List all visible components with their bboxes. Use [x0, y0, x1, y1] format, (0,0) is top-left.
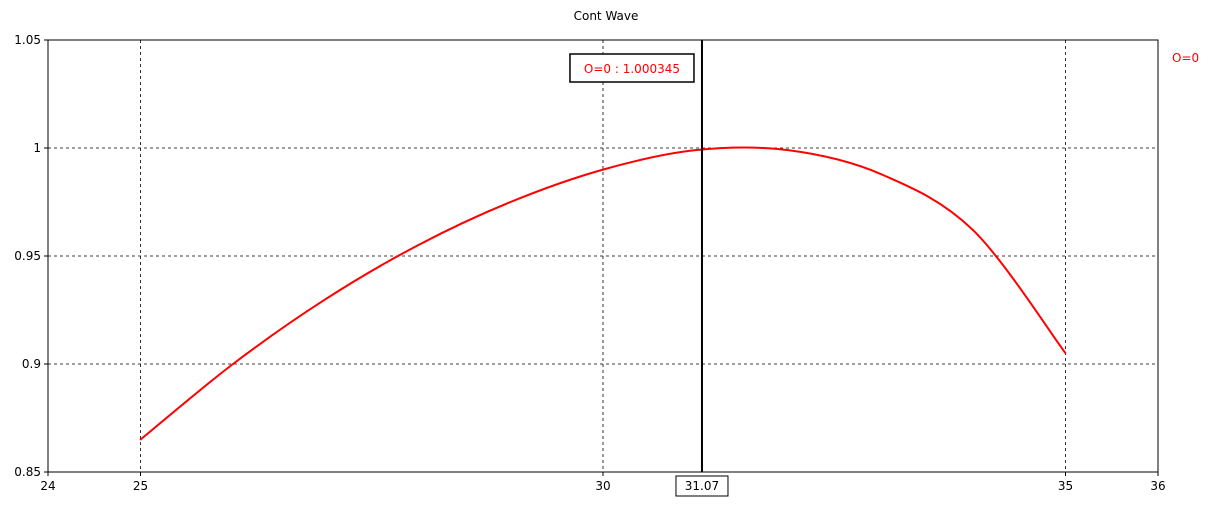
cursor-readout-box	[569, 53, 695, 83]
legend: O=0	[1172, 51, 1199, 65]
y-tick-label: 0.9	[22, 357, 41, 371]
data-point	[972, 229, 974, 231]
data-point	[879, 173, 882, 175]
y-tick-label: 0.85	[14, 465, 41, 479]
grid	[48, 40, 1158, 472]
series-layer	[139, 146, 1067, 441]
data-point	[787, 149, 789, 151]
x-tick-label: 35	[1058, 479, 1073, 493]
data-point	[324, 298, 327, 301]
y-tick-label: 0.95	[14, 249, 41, 263]
data-point	[1064, 352, 1067, 355]
cursor-x-label: 31.07	[685, 479, 719, 493]
x-tick-label: 25	[133, 479, 148, 493]
y-tick-label: 1	[33, 141, 41, 155]
data-point	[417, 244, 419, 246]
cursor-readout: O=0 : 1.000345	[584, 62, 680, 76]
legend-entry: O=0	[1172, 51, 1199, 65]
data-point	[139, 438, 142, 441]
data-point	[509, 201, 512, 203]
data-point	[602, 168, 604, 171]
data-point	[694, 149, 697, 151]
x-tick-label: 36	[1150, 479, 1165, 493]
axes: 24 25 30 35 36 0.85 0.9 0.95 1 1.05	[14, 33, 1165, 493]
cursor[interactable]: O=0 : 1.000345 31.07	[569, 40, 729, 497]
x-tick-label: 24	[40, 479, 55, 493]
chart-title: Cont Wave	[574, 9, 639, 23]
data-point	[232, 363, 234, 365]
cursor-x-label-box	[675, 475, 729, 497]
x-tick-label: 30	[595, 479, 610, 493]
y-tick-label: 1.05	[14, 33, 41, 47]
